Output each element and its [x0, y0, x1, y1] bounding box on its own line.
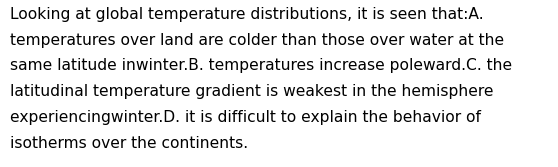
Text: Looking at global temperature distributions, it is seen that:A.: Looking at global temperature distributi…	[10, 7, 484, 22]
Text: latitudinal temperature gradient is weakest in the hemisphere: latitudinal temperature gradient is weak…	[10, 84, 493, 99]
Text: same latitude inwinter.B. temperatures increase poleward.C. the: same latitude inwinter.B. temperatures i…	[10, 58, 512, 73]
Text: temperatures over land are colder than those over water at the: temperatures over land are colder than t…	[10, 33, 504, 48]
Text: experiencingwinter.D. it is difficult to explain the behavior of: experiencingwinter.D. it is difficult to…	[10, 110, 481, 125]
Text: isotherms over the continents.: isotherms over the continents.	[10, 136, 248, 151]
